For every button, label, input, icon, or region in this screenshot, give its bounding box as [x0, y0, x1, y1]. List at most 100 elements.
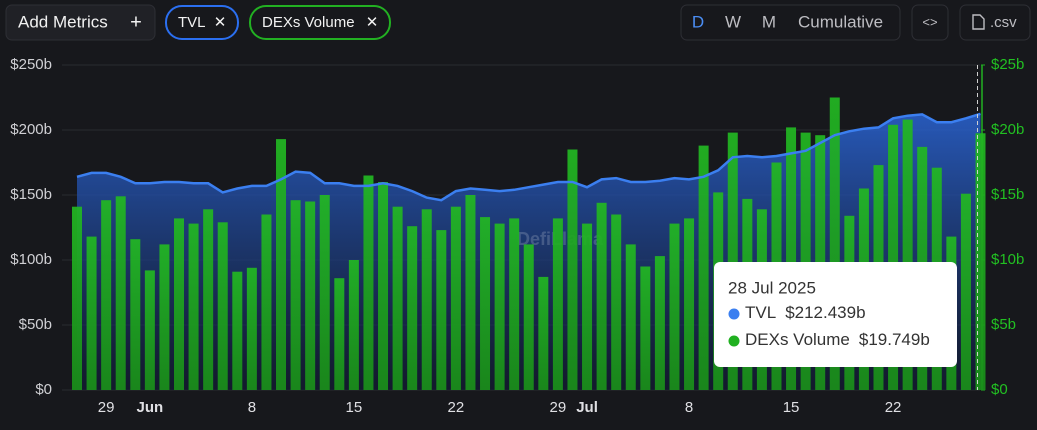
volume-bar — [582, 223, 593, 390]
volume-bar — [465, 195, 476, 390]
x-tick-label: 15 — [783, 399, 800, 416]
period-button[interactable]: D — [692, 12, 704, 31]
tooltip-dot — [728, 308, 740, 320]
volume-bar — [829, 97, 840, 390]
volume-bar — [407, 226, 418, 390]
tooltip-box — [714, 262, 957, 367]
y2-tick-label: $25b — [991, 56, 1024, 73]
volume-bar — [276, 139, 287, 390]
csv-icon — [972, 14, 985, 30]
volume-bar — [319, 195, 330, 390]
volume-bar — [960, 193, 971, 390]
volume-bar — [246, 267, 257, 390]
volume-bar — [684, 218, 695, 390]
x-tick-label: 22 — [885, 399, 902, 416]
volume-bar — [363, 175, 374, 390]
volume-bar — [174, 218, 185, 390]
remove-icon[interactable]: ✕ — [366, 14, 379, 31]
volume-bar — [552, 218, 563, 390]
volume-bar — [625, 244, 636, 390]
volume-bar — [786, 127, 797, 391]
volume-bar — [86, 236, 97, 390]
volume-bar — [290, 200, 301, 390]
volume-bar — [203, 209, 214, 390]
volume-bar — [115, 196, 126, 390]
volume-bar — [523, 244, 534, 390]
tooltip-series-name: TVL — [745, 303, 776, 322]
embed-button[interactable] — [911, 4, 949, 41]
volume-bar — [348, 260, 359, 390]
x-tick-label: Jun — [137, 399, 164, 416]
tooltip-value: $212.439b — [785, 303, 865, 322]
volume-bar — [509, 218, 520, 390]
tooltip-series-name: DEXs Volume — [745, 330, 850, 349]
period-button[interactable]: Cumulative — [798, 12, 883, 31]
volume-bar — [72, 206, 82, 390]
csv-button[interactable] — [959, 4, 1031, 41]
volume-bar — [188, 223, 199, 390]
y-tick-label: $200b — [10, 121, 52, 138]
dex-chip[interactable] — [249, 5, 391, 40]
y-tick-label: $50b — [19, 316, 52, 333]
embed-text: <> — [922, 14, 937, 29]
add-metrics-button[interactable] — [5, 4, 156, 41]
volume-bar — [727, 132, 738, 390]
y2-tick-label: $20b — [991, 121, 1024, 138]
volume-bar — [975, 133, 986, 390]
period-button[interactable]: W — [725, 12, 741, 31]
period-button[interactable]: M — [762, 12, 776, 31]
volume-bar — [261, 214, 272, 390]
volume-bar — [902, 119, 913, 390]
volume-bar — [611, 214, 622, 390]
tooltip-row: DEXs Volume $19.749b — [745, 330, 930, 349]
dex-chip-text: DEXs Volume — [262, 14, 355, 31]
csv-text: .csv — [990, 14, 1017, 31]
y2-tick-label: $15b — [991, 186, 1024, 203]
add-icon: + — [130, 11, 142, 33]
add-metrics-text: Add Metrics — [18, 12, 108, 31]
volume-bar — [232, 271, 243, 390]
x-tick-label: 29 — [98, 399, 115, 416]
volume-bar — [305, 201, 316, 390]
tooltip-date: 28 Jul 2025 — [728, 278, 816, 297]
x-tick-label: Jul — [576, 399, 598, 416]
y2-tick-label: $5b — [991, 316, 1016, 333]
tooltip-value: $19.749b — [859, 330, 930, 349]
volume-bar — [494, 223, 505, 390]
period-group — [680, 4, 901, 41]
tooltip-dot — [728, 335, 740, 347]
volume-bar — [392, 206, 403, 390]
tvl-line — [76, 112, 981, 202]
volume-bar — [800, 132, 811, 390]
volume-bar — [450, 206, 461, 390]
volume-bar — [567, 149, 578, 390]
volume-bar — [669, 223, 680, 390]
x-tick-label: 8 — [248, 399, 256, 416]
volume-bar — [378, 182, 389, 390]
volume-bar — [101, 200, 112, 390]
tvl-chip[interactable] — [165, 5, 239, 40]
y2-tick-label: $0 — [991, 381, 1008, 398]
y2-tick-label: $10b — [991, 251, 1024, 268]
volume-bar — [217, 222, 228, 390]
volume-bar — [654, 256, 665, 390]
volume-bar — [159, 244, 170, 390]
y-tick-label: $0 — [35, 381, 52, 398]
y-tick-label: $150b — [10, 186, 52, 203]
volume-bar — [334, 278, 345, 390]
volume-bar — [596, 202, 607, 390]
tooltip-row: TVL $212.439b — [745, 303, 866, 322]
volume-bar — [888, 124, 899, 391]
volume-bar — [698, 145, 709, 390]
remove-icon[interactable]: ✕ — [214, 14, 227, 31]
x-tick-label: 29 — [550, 399, 567, 416]
volume-bar — [538, 276, 549, 390]
tooltip: 28 Jul 2025 TVL $212.439b DEXs Volume $19.74… — [714, 262, 957, 367]
x-tick-label: 8 — [685, 399, 693, 416]
y-tick-label: $250b — [10, 56, 52, 73]
volume-bar — [421, 209, 432, 390]
volume-bar — [144, 270, 155, 390]
x-tick-label: 22 — [448, 399, 465, 416]
y-tick-label: $100b — [10, 251, 52, 268]
volume-bar — [480, 217, 491, 390]
